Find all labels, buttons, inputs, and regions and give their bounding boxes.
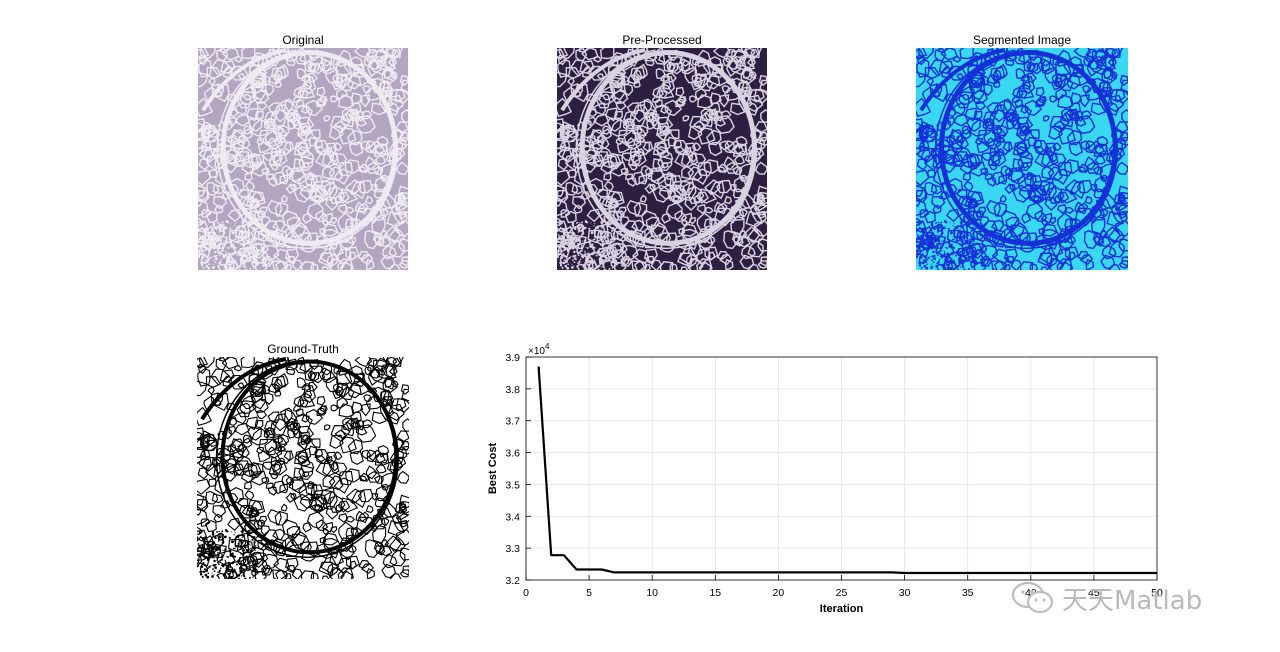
best-cost-line [537,366,1157,575]
y-tick-label: 3.5 [505,479,520,491]
x-tick-label: 25 [836,587,848,599]
chart-grid [526,357,1157,580]
x-tick-label: 5 [586,587,592,599]
x-tick-label: 10 [646,587,658,599]
original-title: Original [282,33,324,47]
y-tick-label: 3.2 [505,575,520,587]
y-tick-label: 3.8 [505,384,520,396]
x-tick-label: 15 [709,587,721,599]
preprocessed-title: Pre-Processed [622,33,702,47]
watermark: 天天Matlab [1010,578,1202,618]
groundtruth-image [197,357,409,579]
wechat-icon [1011,581,1054,614]
x-tick-label: 30 [899,587,911,599]
groundtruth-title: Ground-Truth [267,342,339,356]
watermark-text: 天天Matlab [1062,585,1203,616]
x-tick-label: 20 [773,587,785,599]
x-axis-label: Iteration [820,603,864,615]
axis-ticks [525,356,1158,581]
y-exponent-label: ×104 [528,342,550,357]
preprocessed-image [557,48,767,270]
x-tick-label: 35 [962,587,974,599]
y-axis-label: Best Cost [487,442,499,494]
y-tick-label: 3.9 [505,352,520,364]
original-image [198,48,408,270]
y-tick-label: 3.6 [505,448,520,460]
x-tick-label: 0 [523,587,529,599]
axis-tick-labels: 051015202530354045503.23.33.43.53.63.73.… [505,352,1163,599]
y-tick-label: 3.4 [505,511,520,523]
y-tick-label: 3.3 [505,543,520,555]
x-tick-label: 45 [1088,587,1100,599]
segmented-title: Segmented Image [972,33,1072,47]
y-tick-label: 3.7 [505,416,520,428]
x-tick-label: 50 [1151,587,1163,599]
segmented-image [916,48,1128,270]
